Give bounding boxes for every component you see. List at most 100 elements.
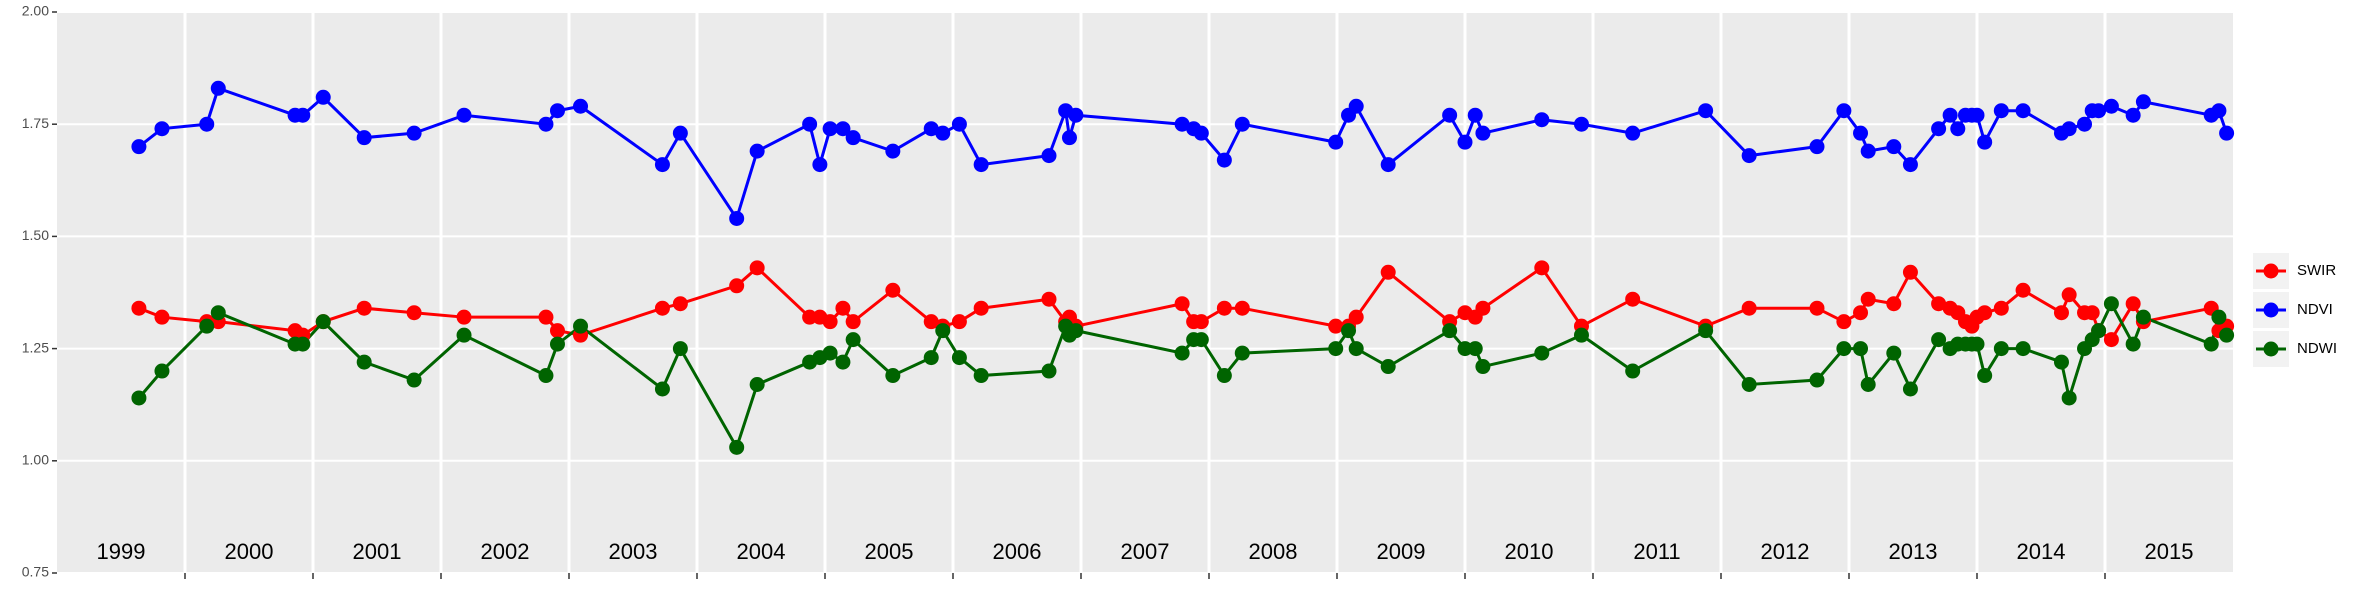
- data-point: [802, 116, 818, 132]
- data-point: [2015, 341, 2031, 357]
- year-label: 2002: [481, 539, 530, 564]
- data-point: [749, 377, 765, 393]
- data-point: [672, 296, 688, 312]
- data-point: [1041, 363, 1057, 379]
- data-point: [885, 282, 901, 298]
- data-point: [2053, 354, 2069, 370]
- data-point: [2091, 323, 2107, 339]
- data-point: [1741, 148, 1757, 164]
- data-point: [1380, 264, 1396, 280]
- data-point: [822, 121, 838, 137]
- data-point: [1698, 323, 1714, 339]
- data-point: [131, 390, 147, 406]
- data-point: [356, 354, 372, 370]
- data-point: [456, 327, 472, 343]
- data-point: [845, 332, 861, 348]
- year-label: 2000: [225, 539, 274, 564]
- data-point: [1457, 134, 1473, 150]
- data-point: [1216, 152, 1232, 168]
- data-point: [1809, 300, 1825, 316]
- data-point: [1886, 345, 1902, 361]
- year-label: 2010: [1505, 539, 1554, 564]
- data-point: [1442, 107, 1458, 123]
- year-label: 2003: [609, 539, 658, 564]
- data-point: [1475, 300, 1491, 316]
- data-point: [672, 125, 688, 141]
- data-point: [885, 143, 901, 159]
- data-point: [1860, 143, 1876, 159]
- data-point: [2061, 121, 2077, 137]
- data-point: [923, 350, 939, 366]
- year-label: 2013: [1889, 539, 1938, 564]
- data-point: [210, 80, 226, 96]
- data-point: [822, 345, 838, 361]
- data-point: [1467, 107, 1483, 123]
- data-point: [951, 116, 967, 132]
- data-point: [1341, 323, 1357, 339]
- data-point: [1193, 125, 1209, 141]
- data-point: [1625, 125, 1641, 141]
- y-tick-label: 1.50: [22, 227, 49, 243]
- legend-key-point: [2263, 263, 2279, 279]
- data-point: [1853, 125, 1869, 141]
- data-point: [1041, 291, 1057, 307]
- data-point: [1625, 291, 1641, 307]
- data-point: [1977, 368, 1993, 384]
- year-label: 2011: [1633, 539, 1680, 564]
- data-point: [923, 121, 939, 137]
- year-label: 1999: [97, 539, 146, 564]
- data-point: [1698, 103, 1714, 119]
- year-label: 2012: [1761, 539, 1810, 564]
- data-point: [1931, 332, 1947, 348]
- data-point: [1475, 359, 1491, 375]
- year-label: 2004: [737, 539, 786, 564]
- data-point: [1216, 368, 1232, 384]
- data-point: [1902, 381, 1918, 397]
- data-point: [1234, 116, 1250, 132]
- data-point: [1860, 291, 1876, 307]
- data-point: [315, 314, 331, 330]
- data-point: [845, 130, 861, 146]
- data-point: [2061, 287, 2077, 303]
- data-point: [356, 300, 372, 316]
- data-point: [2125, 107, 2141, 123]
- data-point: [1625, 363, 1641, 379]
- data-point: [1442, 323, 1458, 339]
- data-point: [1174, 345, 1190, 361]
- data-point: [549, 336, 565, 352]
- y-tick-label: 2.00: [22, 3, 49, 19]
- data-point: [1068, 107, 1084, 123]
- data-point: [1348, 309, 1364, 325]
- data-point: [812, 157, 828, 173]
- data-point: [1573, 116, 1589, 132]
- data-point: [973, 157, 989, 173]
- data-point: [131, 139, 147, 155]
- data-point: [2061, 390, 2077, 406]
- data-point: [749, 260, 765, 276]
- data-point: [1741, 300, 1757, 316]
- data-point: [1348, 98, 1364, 114]
- data-point: [1853, 341, 1869, 357]
- data-point: [2135, 309, 2151, 325]
- data-point: [835, 300, 851, 316]
- year-label: 2008: [1249, 539, 1298, 564]
- data-point: [1942, 107, 1958, 123]
- data-point: [2091, 103, 2107, 119]
- data-point: [729, 278, 745, 294]
- data-point: [1886, 139, 1902, 155]
- data-point: [295, 336, 311, 352]
- data-point: [1993, 103, 2009, 119]
- data-point: [538, 368, 554, 384]
- legend-label: SWIR: [2297, 262, 2336, 279]
- legend-label: NDVI: [2297, 301, 2333, 318]
- legend-item: SWIR: [2253, 253, 2336, 289]
- data-point: [1969, 107, 1985, 123]
- data-point: [1534, 260, 1550, 276]
- data-point: [1931, 121, 1947, 137]
- data-point: [2125, 296, 2141, 312]
- y-tick-label: 0.75: [22, 564, 49, 580]
- data-point: [199, 116, 215, 132]
- data-point: [1380, 359, 1396, 375]
- data-point: [2203, 336, 2219, 352]
